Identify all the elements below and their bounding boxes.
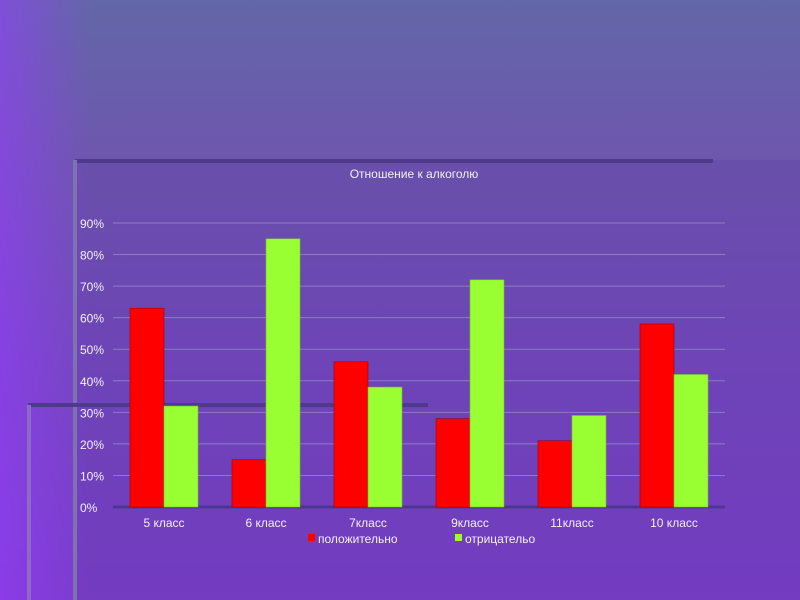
y-tick-label: 80% xyxy=(80,249,104,263)
legend-swatch xyxy=(455,534,462,541)
bar-positive xyxy=(231,459,267,508)
bar-negative xyxy=(571,415,607,508)
bar-negative xyxy=(469,279,505,508)
bar-positive xyxy=(639,323,675,508)
chart-title: Отношение к алкоголю xyxy=(350,167,479,181)
bar-negative xyxy=(673,374,709,508)
y-tick-label: 40% xyxy=(80,375,104,389)
x-tick-label: 10 класс xyxy=(650,516,698,530)
y-tick-label: 60% xyxy=(80,312,104,326)
bar-positive xyxy=(435,418,471,508)
x-tick-label: 11класс xyxy=(550,516,594,530)
x-tick-label: 5 класс xyxy=(143,516,184,530)
decor-line-top xyxy=(75,159,713,163)
y-tick-label: 20% xyxy=(80,438,104,452)
bar-positive xyxy=(333,361,369,508)
legend-label: положительно xyxy=(318,532,398,546)
bar-positive xyxy=(129,307,165,508)
y-tick-label: 90% xyxy=(80,217,104,231)
decor-line-left2 xyxy=(27,405,31,600)
bar-negative xyxy=(367,386,403,508)
decor-line-mid xyxy=(28,403,428,407)
legend-swatch xyxy=(308,534,315,541)
y-tick-label: 30% xyxy=(80,406,104,420)
y-tick-label: 50% xyxy=(80,343,104,357)
y-tick-label: 70% xyxy=(80,280,104,294)
bar-positive xyxy=(537,440,573,508)
x-tick-label: 6 класс xyxy=(245,516,286,530)
legend-label: отрицательо xyxy=(465,532,535,546)
x-tick-label: 9класс xyxy=(451,516,489,530)
bar-negative xyxy=(265,238,301,508)
y-tick-label: 10% xyxy=(80,469,104,483)
x-tick-label: 7класс xyxy=(349,516,387,530)
decor-line-left xyxy=(73,160,77,600)
y-tick-label: 0% xyxy=(80,501,98,515)
bar-negative xyxy=(163,405,199,508)
